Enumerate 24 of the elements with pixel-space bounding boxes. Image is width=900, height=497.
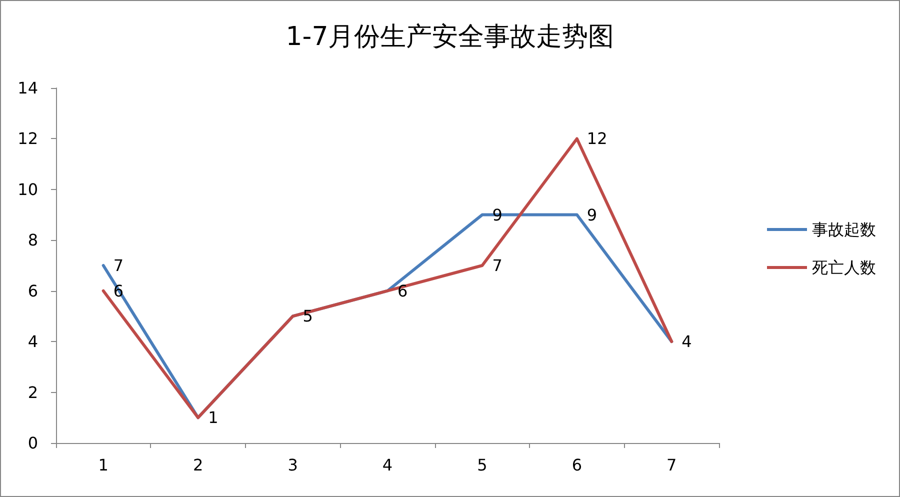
legend-label: 事故起数: [812, 220, 876, 239]
data-label: 9: [586, 205, 598, 224]
data-label: 7: [492, 256, 502, 275]
y-tick-label: 8: [28, 230, 38, 250]
y-tick-label: 14: [18, 78, 38, 98]
y-tick-label: 12: [18, 129, 38, 148]
y-tick-label: 2: [28, 382, 38, 402]
data-label: 4: [682, 332, 692, 352]
x-tick-label: 2: [192, 456, 204, 474]
data-label: 12: [586, 129, 608, 148]
y-tick-label: 4: [28, 332, 38, 352]
y-tick-label: 6: [28, 281, 38, 300]
y-tick-label: 10: [18, 180, 38, 199]
legend-label: 死亡人数: [812, 258, 876, 277]
data-label: 7: [113, 256, 124, 275]
x-tick-label: 4: [382, 456, 393, 474]
y-tick-label: 0: [28, 434, 38, 452]
x-tick-label: 7: [666, 456, 677, 474]
x-tick-label: 1: [98, 456, 108, 474]
data-label: 1: [208, 408, 218, 428]
x-tick-label: 5: [477, 456, 488, 474]
x-tick-label: 6: [572, 456, 582, 474]
x-tick-label: 3: [288, 456, 298, 474]
chart-title: 1-7月份生产安全事故走势图: [286, 22, 614, 52]
